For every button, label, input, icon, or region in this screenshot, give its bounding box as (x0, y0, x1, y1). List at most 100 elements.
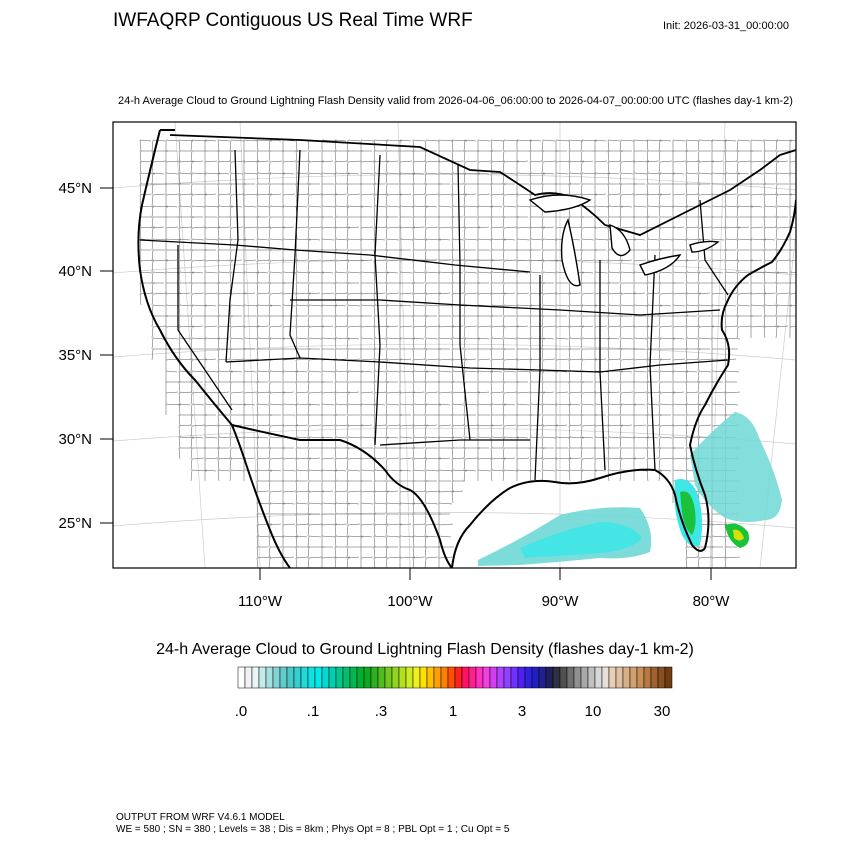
colorbar-swatch (524, 666, 533, 689)
colorbar-swatch (461, 666, 470, 689)
colorbar-swatch (251, 666, 260, 689)
colorbar-swatch (426, 666, 435, 689)
colorbar-swatch (433, 666, 442, 689)
state-boundaries (139, 149, 729, 481)
colorbar-swatch (468, 666, 477, 689)
colorbar-swatch (447, 666, 456, 689)
colorbar-swatch (300, 666, 309, 689)
lon-label-100w: 100°W (387, 593, 433, 610)
colorbar-swatch (545, 666, 554, 689)
colorbar-swatch (335, 666, 344, 689)
model-info-line-1: OUTPUT FROM WRF V4.6.1 MODEL (116, 812, 285, 823)
colorbar-swatch (566, 666, 575, 689)
field-subtitle: 24-h Average Cloud to Ground Lightning F… (118, 95, 793, 107)
colorbar-swatch (552, 666, 561, 689)
colorbar-swatch (244, 666, 253, 689)
county-mesh-lines (139, 139, 796, 568)
lat-label-25: 25°N (58, 515, 92, 532)
colorbar (237, 666, 673, 689)
colorbar-swatch (419, 666, 428, 689)
colorbar-swatch (356, 666, 365, 689)
map-area (113, 122, 796, 568)
colorbar-swatch (594, 666, 603, 689)
colorbar-swatch (342, 666, 351, 689)
colorbar-tick-label: .1 (306, 703, 320, 720)
colorbar-swatch (664, 666, 673, 689)
colorbar-swatch (538, 666, 547, 689)
lat-label-45: 45°N (58, 180, 92, 197)
colorbar-swatch (517, 666, 526, 689)
colorbar-swatch (370, 666, 379, 689)
colorbar-tick-label: 10 (584, 703, 602, 720)
colorbar-swatch (307, 666, 316, 689)
colorbar-swatch (454, 666, 463, 689)
colorbar-tick-label: .3 (374, 703, 388, 720)
init-time-label: Init: 2026-03-31_00:00:00 (663, 20, 789, 32)
colorbar-swatch (531, 666, 540, 689)
colorbar-swatch (237, 666, 246, 689)
county-boundaries (139, 139, 796, 568)
colorbar-swatch (496, 666, 505, 689)
colorbar-swatch (559, 666, 568, 689)
colorbar-swatch (580, 666, 589, 689)
lon-label-90w: 90°W (542, 593, 580, 610)
flash-area-florida-core (680, 491, 696, 535)
colorbar-title: 24-h Average Cloud to Ground Lightning F… (156, 641, 694, 658)
colorbar-swatch (258, 666, 267, 689)
colorbar-swatch (657, 666, 666, 689)
lon-label-110w: 110°W (238, 593, 283, 610)
colorbar-swatch (314, 666, 323, 689)
colorbar-tick-label: 3 (517, 703, 527, 720)
colorbar-swatch (503, 666, 512, 689)
colorbar-swatch (629, 666, 638, 689)
colorbar-swatch (587, 666, 596, 689)
longitude-axis (259, 568, 712, 580)
latitude-axis (100, 187, 113, 524)
colorbar-swatch (279, 666, 288, 689)
coastline (137, 129, 796, 568)
colorbar-swatch (482, 666, 491, 689)
great-lakes (528, 194, 720, 287)
model-info-line-2: WE = 580 ; SN = 380 ; Levels = 38 ; Dis … (116, 824, 510, 835)
colorbar-swatch (510, 666, 519, 689)
colorbar-swatch (573, 666, 582, 689)
colorbar-swatch (286, 666, 295, 689)
colorbar-swatch (650, 666, 659, 689)
colorbar-swatch (349, 666, 358, 689)
flash-area-bahamas-core (733, 529, 744, 541)
lon-label-80w: 80°W (693, 593, 731, 610)
colorbar-swatch (384, 666, 393, 689)
colorbar-swatch (615, 666, 624, 689)
lat-label-30: 30°N (58, 431, 92, 448)
colorbar-swatch (608, 666, 617, 689)
colorbar-swatch (265, 666, 274, 689)
lat-label-35: 35°N (58, 347, 92, 364)
colorbar-swatch (475, 666, 484, 689)
colorbar-swatch (412, 666, 421, 689)
flash-area-atlantic (690, 412, 782, 523)
colorbar-swatch (489, 666, 498, 689)
colorbar-swatch (405, 666, 414, 689)
colorbar-swatch (321, 666, 330, 689)
chart-title: IWFAQRP Contiguous US Real Time WRF (113, 10, 473, 31)
lat-label-40: 40°N (58, 263, 92, 280)
colorbar-swatch (643, 666, 652, 689)
colorbar-swatch (272, 666, 281, 689)
colorbar-swatch (440, 666, 449, 689)
colorbar-swatch (293, 666, 302, 689)
map-frame (112, 121, 797, 569)
colorbar-swatch (636, 666, 645, 689)
lightning-density-field (478, 412, 782, 566)
colorbar-tick-label: 30 (653, 703, 671, 720)
colorbar-swatch (328, 666, 337, 689)
colorbar-tick-label: .0 (234, 703, 248, 720)
colorbar-swatch (377, 666, 386, 689)
flash-area-gulf-core (520, 522, 642, 558)
colorbar-swatch (601, 666, 610, 689)
colorbar-swatch (363, 666, 372, 689)
colorbar-swatch (391, 666, 400, 689)
colorbar-swatch (622, 666, 631, 689)
colorbar-swatch (398, 666, 407, 689)
colorbar-tick-label: 1 (448, 703, 458, 720)
